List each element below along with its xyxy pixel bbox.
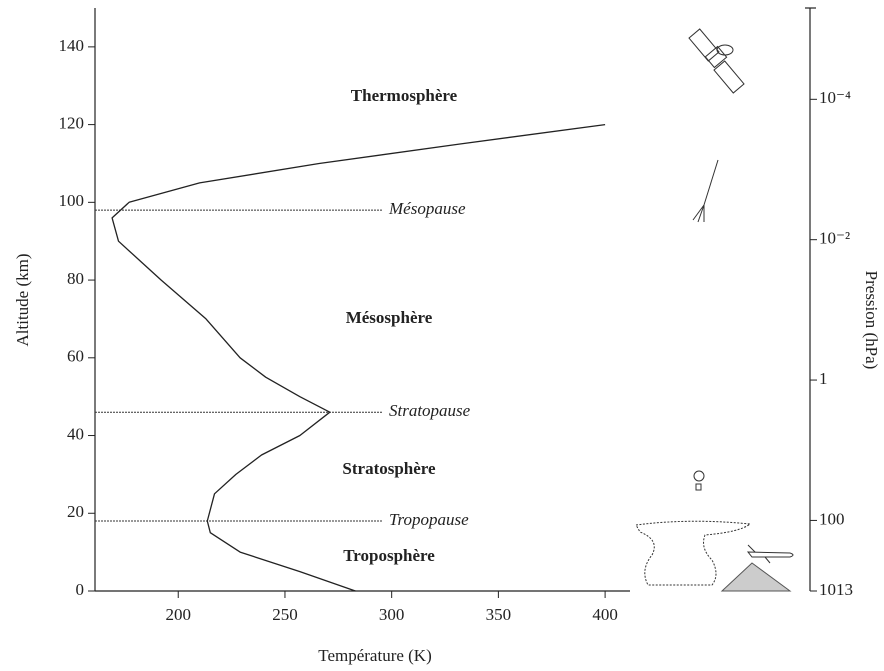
y-axis-title: Altitude (km): [13, 253, 32, 346]
y-tick-label: 40: [67, 424, 84, 443]
region-label: Stratosphère: [342, 459, 436, 478]
boundary-label: Stratopause: [389, 401, 471, 420]
y-tick-label: 0: [76, 580, 85, 599]
x-axis-title: Température (K): [318, 646, 432, 665]
rocket-icon: [692, 159, 719, 223]
boundary-label: Tropopause: [389, 510, 469, 529]
region-label: Troposphère: [343, 546, 435, 565]
region-label: Thermosphère: [351, 86, 458, 105]
y-tick-label: 120: [59, 114, 85, 133]
cloud-icon: [635, 520, 752, 586]
x-tick-label: 200: [165, 605, 191, 624]
y-tick-label: 140: [59, 36, 85, 55]
y2-tick-label: 10⁻²: [819, 229, 850, 248]
mountain-icon: [720, 562, 792, 592]
x-tick-label: 400: [592, 605, 618, 624]
satellite-icon: [688, 28, 745, 94]
x-tick-label: 300: [379, 605, 405, 624]
plane-icon: [746, 544, 794, 564]
x-tick-label: 350: [486, 605, 512, 624]
x-tick-label: 250: [272, 605, 298, 624]
boundary-label: Mésopause: [388, 199, 466, 218]
y-tick-label: 60: [67, 347, 84, 366]
balloon-icon: [693, 470, 705, 491]
y2-tick-label: 1013: [819, 580, 853, 599]
y-tick-label: 80: [67, 269, 84, 288]
y-tick-label: 100: [59, 191, 85, 210]
y2-tick-label: 100: [819, 509, 845, 528]
y2-axis-title: Pression (hPa): [862, 271, 881, 370]
region-label: Mésosphère: [346, 308, 433, 327]
temperature-curve: [111, 123, 606, 592]
y2-tick-label: 10⁻⁴: [819, 88, 851, 107]
y-tick-label: 20: [67, 502, 84, 521]
y2-tick-label: 1: [819, 369, 828, 388]
